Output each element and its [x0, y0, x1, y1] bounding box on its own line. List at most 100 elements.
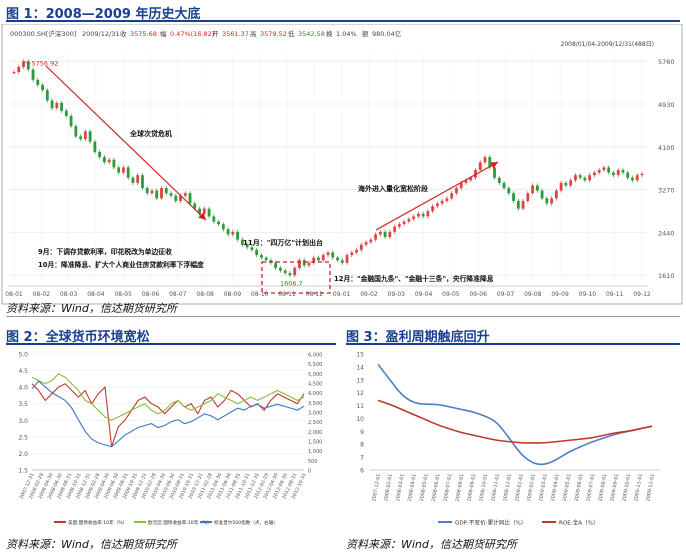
c1-candle-body — [407, 218, 411, 222]
c1-candle-body — [602, 167, 606, 170]
quote-close: 3575.68 — [130, 30, 157, 38]
quote-date: 2009/12/31 — [82, 30, 119, 38]
c1-candle-body — [226, 229, 230, 235]
c1-candle-body — [535, 185, 539, 191]
c3-xtick-label: 2008-05-01 — [419, 473, 430, 502]
c3-xtick-label: 2008-10-01 — [478, 473, 489, 502]
quote-code: 000300.SH[沪深300] — [10, 29, 76, 38]
c3-xtick-label: 2007-12-01 — [371, 473, 382, 502]
c1-xtick-label: 09-10 — [579, 291, 597, 298]
c1-xtick-label: 09-01 — [333, 291, 351, 298]
c1-candle-body — [179, 195, 182, 201]
c1-candle-body — [583, 177, 587, 181]
c1-candle-body — [545, 198, 549, 204]
c1-candle-body — [302, 260, 306, 266]
c1-candle-body — [345, 255, 349, 263]
c1-candle-body — [631, 177, 634, 181]
c1-candle-body — [264, 257, 268, 261]
c1-candle-body — [198, 208, 201, 214]
c1-candle-body — [402, 221, 406, 225]
c3-xtick-label: 2009-12-01 — [645, 473, 656, 502]
c1-candle-body — [102, 157, 106, 163]
quote-open-label: 开 — [212, 30, 219, 38]
c1-candle-body — [122, 167, 125, 173]
c3-xtick-label: 2009-01-01 — [514, 473, 525, 502]
c1-candle-body — [554, 190, 558, 199]
quote-low-label: 低 — [288, 29, 295, 38]
c1-candle-body — [236, 231, 240, 240]
c1-ytick-label: 3270 — [658, 187, 675, 195]
c2-legend-label: 欧元区:国债收益率:10年（%） — [148, 519, 212, 526]
quote-range: 2008/01/04-2009/12/31(488日) — [561, 41, 654, 48]
c1-up-arrow — [375, 161, 499, 231]
c3-ytick-label: 7 — [360, 455, 364, 462]
c1-candle-body — [259, 255, 263, 258]
c1-candle-body — [217, 221, 220, 225]
c3-ytick-label: 15 — [356, 352, 364, 359]
c1-candle-body — [231, 231, 235, 235]
c3-xtick-label: 2008-06-01 — [431, 473, 442, 502]
c1-candle-body — [193, 203, 197, 209]
c1-candle-body — [26, 61, 30, 70]
c1-trough-label: 1606.7 — [280, 279, 303, 287]
c2-series-line — [31, 380, 305, 448]
fig3-source: 资料来源：Wind，信达期货研究所 — [346, 538, 517, 551]
c1-xtick-label: 08-02 — [33, 291, 51, 298]
quote-high-label: 高 — [250, 29, 257, 38]
c1-xtick-label: 09-04 — [415, 291, 433, 298]
c1-candle-body — [240, 239, 244, 245]
c1-candle-body — [426, 211, 430, 217]
c1-ytick-label: 2440 — [658, 229, 675, 237]
c1-candle-body — [150, 190, 154, 194]
c1-xtick-label: 08-03 — [60, 291, 78, 298]
quote-chg-label: 幅 — [160, 29, 167, 38]
c1-ytick-label: 4100 — [658, 144, 675, 152]
c2-ytick-left: 4.5 — [18, 368, 28, 375]
c1-candle-body — [350, 252, 354, 256]
c2-ytick-left: 3.0 — [18, 418, 28, 425]
c1-candle-body — [169, 193, 173, 196]
fig2-title: 图 2：全球货币环境宽松 — [6, 330, 150, 345]
c1-candle-body — [469, 177, 473, 181]
quote-turnover-label: 换 — [326, 29, 333, 38]
c1-candle-body — [155, 190, 159, 199]
c1-xtick-label: 09-08 — [524, 291, 542, 298]
c3-xtick-label: 2009-02-01 — [526, 473, 537, 502]
c2-legend-label: 标准普尔500指数（点，右轴） — [214, 519, 278, 526]
fig1-source-rule — [6, 316, 680, 317]
quote-amount: 980.04亿 — [372, 29, 402, 38]
fig1-title: 图 1：2008—2009 年历史大底 — [6, 7, 201, 22]
c1-candle-body — [440, 200, 444, 204]
c1-candle-body — [550, 198, 554, 204]
c1-candle-body — [17, 66, 21, 73]
c1-candle-body — [588, 175, 592, 181]
c1-candle-body — [298, 260, 301, 268]
c3-xtick-label: 2009-03-01 — [538, 473, 549, 502]
c1-candle-body — [374, 234, 377, 240]
quote-chg: 0.47%(16.82) — [170, 30, 214, 38]
c1-candle-body — [626, 172, 630, 178]
fig1-index-chart: 000300.SH[沪深300] 2009/12/31 收 3575.68 幅 … — [1, 24, 683, 305]
c1-candle-body — [497, 177, 501, 183]
c2-ytick-right: 4,500 — [308, 382, 322, 388]
c1-xtick-label: 08-11 — [278, 291, 296, 298]
c1-annot-4trn: 11月："四万亿"计划出台 — [243, 238, 323, 247]
c1-candle-body — [397, 224, 401, 227]
c1-candle-body — [607, 167, 611, 173]
c1-candle-body — [421, 213, 425, 217]
c1-annot-sep: 9月：下调存贷款利率，印花税改为单边征收 — [38, 247, 172, 256]
c1-annot-qe: 海外进入量化宽松阶段 — [358, 184, 428, 193]
c1-candle-body — [502, 182, 506, 189]
c1-candle-body — [593, 172, 596, 176]
c1-candle-body — [512, 193, 515, 201]
c3-ytick-label: 13 — [356, 377, 364, 384]
c1-candle-body — [145, 188, 149, 194]
c1-candle-body — [340, 260, 344, 263]
c1-candle-body — [331, 252, 335, 258]
c1-candle-body — [221, 224, 225, 230]
c1-candle-body — [388, 231, 392, 238]
c1-candle-body — [83, 131, 87, 140]
c3-xtick-label: 2008-02-01 — [383, 473, 394, 502]
c2-ytick-left: 2.5 — [18, 434, 28, 441]
